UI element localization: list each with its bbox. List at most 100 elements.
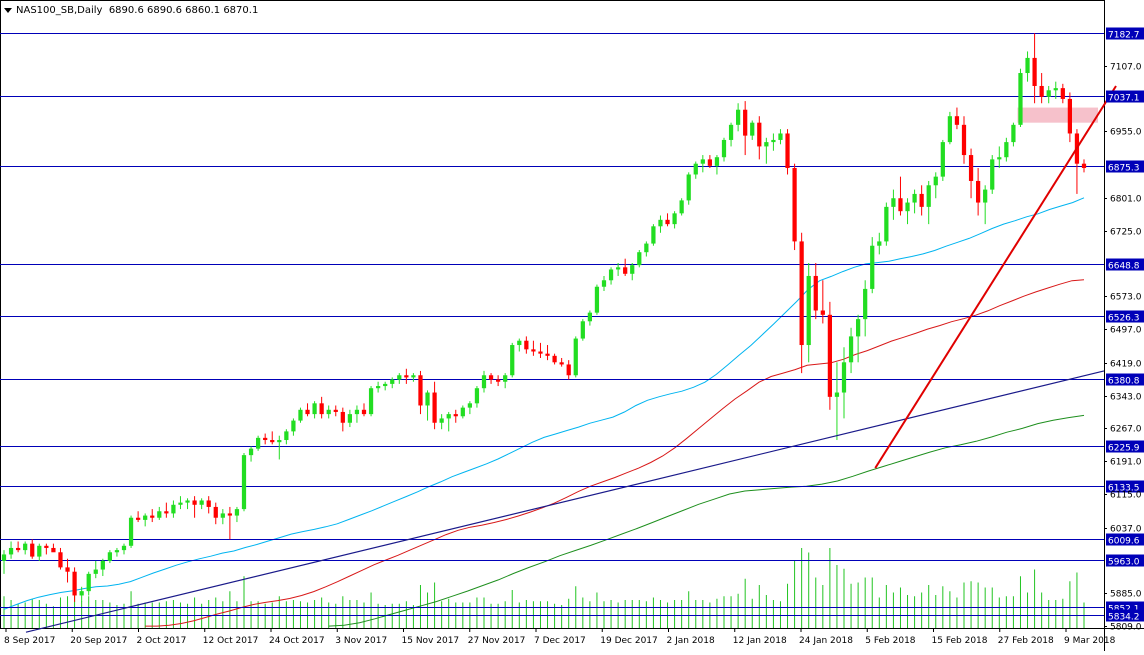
price-tick-label: 6343.0 bbox=[1110, 393, 1142, 403]
candle-body bbox=[277, 440, 282, 443]
candle-body bbox=[658, 219, 663, 227]
level-price-tag bbox=[1106, 609, 1144, 622]
candle-body bbox=[404, 375, 409, 378]
candle-body bbox=[672, 213, 677, 225]
candle-body bbox=[58, 552, 63, 568]
candle-body bbox=[171, 504, 176, 514]
level-price-label: 6648.8 bbox=[1108, 262, 1140, 272]
candle-body bbox=[23, 543, 28, 551]
plot-border bbox=[0, 0, 1105, 629]
candle-body bbox=[298, 409, 303, 421]
candle-body bbox=[291, 420, 296, 432]
candle-body bbox=[86, 573, 91, 592]
candle-body bbox=[644, 243, 649, 253]
candle-body bbox=[757, 122, 762, 147]
candle-body bbox=[220, 513, 225, 518]
level-price-label: 6526.3 bbox=[1108, 314, 1140, 324]
candle-body bbox=[700, 159, 705, 164]
candle-body bbox=[453, 414, 458, 417]
candle-body bbox=[121, 545, 127, 551]
candle-body bbox=[764, 142, 769, 147]
chart-header: NAS100_SB,Daily 6890.6 6890.6 6860.1 687… bbox=[4, 5, 258, 16]
time-tick-label: 27 Nov 2017 bbox=[468, 636, 526, 646]
candle-body bbox=[1067, 98, 1072, 134]
candle-body bbox=[728, 124, 734, 140]
ohlc-values: 6890.6 6890.6 6860.1 6870.1 bbox=[108, 5, 259, 16]
candle-body bbox=[714, 157, 720, 166]
candle-body bbox=[785, 133, 790, 169]
candle-body bbox=[16, 547, 21, 551]
candle-body bbox=[623, 267, 628, 274]
moving-average-line bbox=[328, 414, 1085, 627]
candle-body bbox=[736, 109, 741, 125]
candle-body bbox=[566, 364, 571, 376]
price-tick-label: 5885.0 bbox=[1110, 590, 1142, 600]
candle-body bbox=[164, 511, 169, 514]
candle-body bbox=[517, 340, 522, 346]
volume-histogram bbox=[3, 548, 1085, 628]
time-tick-label: 2 Jan 2018 bbox=[667, 636, 715, 646]
candle-body bbox=[1053, 88, 1058, 91]
level-price-tag bbox=[1106, 258, 1144, 271]
time-tick-label: 27 Feb 2018 bbox=[998, 636, 1054, 646]
candle-body bbox=[333, 409, 338, 412]
price-axis: 7182.7 7037.1 6875.3 6648.8 6526.3 6380.8 6225… bbox=[1104, 27, 1144, 633]
candle-body bbox=[65, 567, 70, 572]
candle-body bbox=[651, 226, 656, 244]
price-tick-label: 6801.0 bbox=[1110, 195, 1142, 205]
candle-body bbox=[1039, 85, 1044, 97]
candle-body bbox=[199, 500, 204, 505]
time-tick-label: 8 Sep 2017 bbox=[4, 636, 55, 646]
candle-body bbox=[72, 571, 77, 596]
candle-body bbox=[439, 418, 444, 423]
price-tick-label: 6267.0 bbox=[1110, 425, 1142, 435]
time-tick-label: 2 Oct 2017 bbox=[137, 636, 187, 646]
candle-body bbox=[601, 280, 607, 287]
candle-body bbox=[898, 198, 903, 212]
candle-body bbox=[848, 336, 854, 363]
time-axis: 8 Sep 2017 20 Sep 2017 2 Oct 2017 12 Oct 20… bbox=[4, 628, 1116, 646]
candle-body bbox=[926, 185, 931, 207]
candle-body bbox=[877, 241, 882, 246]
chevron-down-icon[interactable] bbox=[4, 7, 12, 13]
candle-body bbox=[707, 159, 712, 166]
candle-body bbox=[503, 375, 508, 382]
candle-body bbox=[460, 407, 465, 417]
candle-body bbox=[467, 403, 472, 408]
level-price-tag bbox=[1106, 373, 1144, 386]
candle-body bbox=[418, 375, 423, 406]
candle-body bbox=[976, 180, 981, 203]
candle-body bbox=[616, 267, 621, 270]
level-price-label: 7182.7 bbox=[1108, 31, 1140, 41]
candle-body bbox=[580, 321, 585, 339]
candles bbox=[1, 33, 1087, 602]
candle-body bbox=[1004, 142, 1009, 158]
candle-body bbox=[608, 269, 614, 281]
candle-body bbox=[1, 554, 7, 561]
level-price-tag bbox=[1106, 440, 1144, 453]
candle-body bbox=[1081, 163, 1087, 169]
time-tick-label: 3 Nov 2017 bbox=[335, 636, 387, 646]
candle-body bbox=[1046, 90, 1051, 97]
candle-body bbox=[326, 409, 331, 415]
candle-body bbox=[933, 176, 938, 186]
price-tick-label: 6115.0 bbox=[1110, 491, 1142, 501]
candle-body bbox=[947, 116, 952, 143]
candle-body bbox=[100, 560, 105, 570]
supply-zone-box bbox=[1017, 107, 1098, 123]
price-tick-label: 5809.0 bbox=[1110, 623, 1142, 633]
candle-body bbox=[510, 345, 515, 376]
level-price-tag bbox=[1106, 480, 1144, 493]
candle-body bbox=[30, 543, 35, 557]
time-tick-label: 15 Feb 2018 bbox=[932, 636, 988, 646]
level-price-label: 6133.5 bbox=[1108, 484, 1140, 494]
candle-body bbox=[806, 275, 811, 346]
moving-average-line bbox=[145, 279, 1085, 627]
candle-body bbox=[990, 159, 995, 190]
candle-body bbox=[531, 349, 536, 352]
time-tick-label: 19 Dec 2017 bbox=[600, 636, 658, 646]
candle-body bbox=[305, 409, 310, 415]
candle-body bbox=[559, 362, 564, 365]
candle-body bbox=[37, 545, 42, 557]
